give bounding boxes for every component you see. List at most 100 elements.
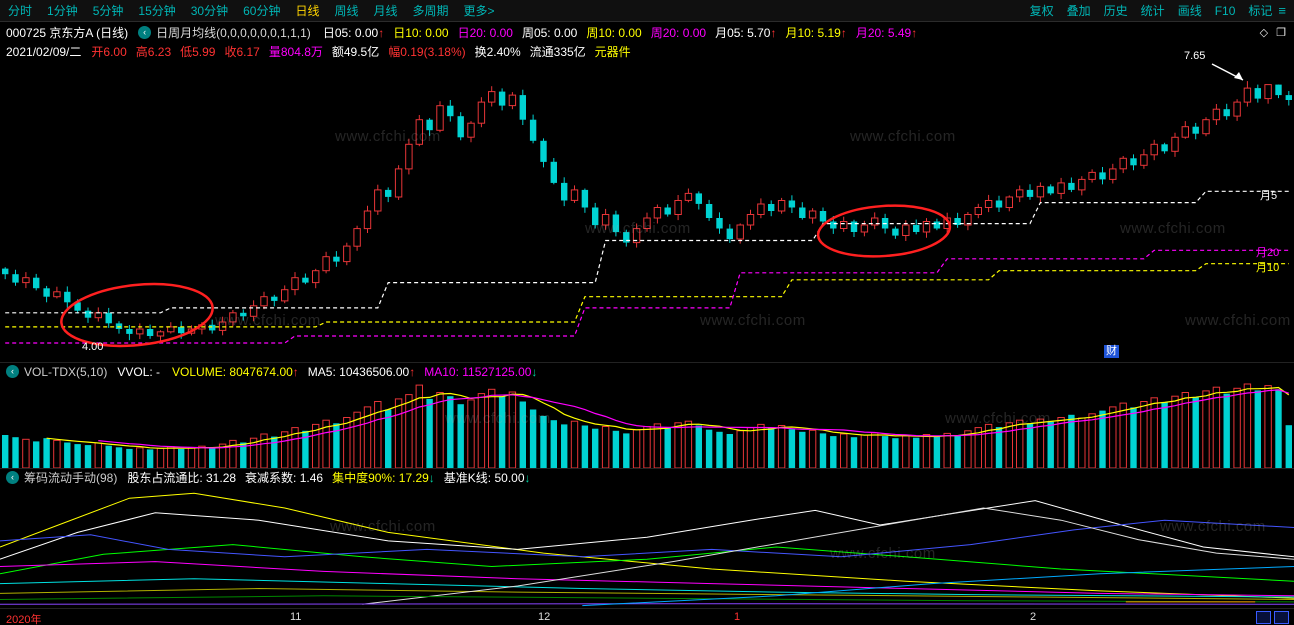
menubar: 分时 1分钟 5分钟 15分钟 30分钟 60分钟 日线 周线 月线 多周期 更多> 复权 叠加 历史统… bbox=[0, 0, 1294, 22]
menu-item-复权[interactable]: 复权 bbox=[1029, 4, 1054, 18]
chip-indicator-title: 筹码流动手动(98) bbox=[24, 471, 118, 485]
field: 周20: 0.00 bbox=[650, 25, 707, 40]
ma-tag-month20: 月20 bbox=[1256, 247, 1280, 259]
axis-label-2: 2 bbox=[1030, 611, 1037, 623]
field: MA5: 10436506.00↑ bbox=[307, 364, 416, 379]
field: 股东占流通比: 31.28 bbox=[127, 471, 237, 485]
field: 流通335亿 bbox=[529, 44, 586, 59]
field: 换2.40% bbox=[474, 44, 521, 59]
collapse-chip-icon[interactable]: ‹ bbox=[6, 471, 19, 484]
trend-arrow-icon: ↑ bbox=[378, 25, 385, 40]
collapse-main-indicator-icon[interactable]: ‹ bbox=[138, 25, 152, 39]
field: 周05: 0.00 bbox=[521, 25, 578, 40]
menu-item-1分钟[interactable]: 1分钟 bbox=[47, 4, 78, 18]
field: 月20: 5.49↑ bbox=[855, 25, 918, 40]
low-price-label: 4.00 bbox=[82, 341, 104, 353]
menu-item-月线[interactable]: 月线 bbox=[373, 4, 398, 18]
quote-fields: 开6.00 高6.23 低5.99 收6.17 量804.8万 额49.5亿 幅0.19(3… bbox=[91, 43, 639, 60]
field: 基准K线: 50.00↓ bbox=[443, 471, 531, 485]
axis-label-2020年: 2020年 bbox=[6, 614, 42, 625]
field: 高6.23 bbox=[135, 44, 172, 59]
volume-indicator-title: VOL-TDX(5,10) bbox=[24, 364, 108, 379]
menu-item-画线[interactable]: 画线 bbox=[1177, 4, 1202, 18]
menu-item-15分钟[interactable]: 15分钟 bbox=[138, 4, 176, 18]
panel-box-icon[interactable]: ❐ bbox=[1276, 26, 1286, 39]
field: 开6.00 bbox=[91, 44, 127, 59]
field: 额49.5亿 bbox=[331, 44, 380, 59]
price-chart-area[interactable] bbox=[0, 60, 1294, 362]
field: 日05: 0.00↑ bbox=[322, 25, 385, 40]
chip-chart-area[interactable] bbox=[0, 486, 1294, 608]
vvol-label: VVOL: - bbox=[117, 364, 161, 379]
menu-item-统计[interactable]: 统计 bbox=[1140, 4, 1165, 18]
ma-values: 日05: 0.00↑ 日10: 0.00 日20: 0.00 周05: 0.00 周10… bbox=[323, 24, 926, 41]
stock-code: 000725 bbox=[6, 25, 47, 40]
high-price-label: 7.65 bbox=[1184, 50, 1206, 62]
field: 周10: 0.00 bbox=[586, 25, 642, 40]
menu-item-5分钟[interactable]: 5分钟 bbox=[92, 4, 124, 18]
menu-item-F10[interactable]: F10 bbox=[1214, 3, 1236, 18]
candlestick-chart[interactable] bbox=[0, 60, 1294, 362]
field: 日10: 0.00 bbox=[393, 25, 449, 40]
trend-arrow-icon: ↑ bbox=[770, 25, 777, 40]
trend-arrow-icon: ↓ bbox=[531, 364, 538, 379]
menu-item-多周期[interactable]: 多周期 bbox=[412, 4, 449, 18]
field: 低5.99 bbox=[180, 44, 216, 59]
field: 日20: 0.00 bbox=[457, 25, 513, 40]
trend-arrow-icon: ↑ bbox=[911, 25, 918, 40]
chip-distribution-chart[interactable] bbox=[0, 486, 1294, 608]
zoom-in-button[interactable] bbox=[1274, 611, 1289, 624]
hamburger-menu-icon[interactable]: ≡ bbox=[1278, 3, 1286, 18]
volume-chart[interactable] bbox=[0, 380, 1294, 468]
field: 衰减系数: 1.46 bbox=[245, 471, 324, 485]
trend-arrow-icon: ↓ bbox=[524, 471, 531, 485]
menu-item-周线[interactable]: 周线 bbox=[334, 4, 359, 18]
tools-menu: 复权 叠加 历史 统计 画线 F10 标记 bbox=[1030, 2, 1273, 19]
collapse-volume-icon[interactable]: ‹ bbox=[6, 365, 19, 378]
trend-arrow-icon: ↓ bbox=[428, 471, 435, 485]
stock-name: 京东方A bbox=[49, 25, 93, 40]
field: 收6.17 bbox=[224, 44, 260, 59]
field: VOLUME: 8047674.00↑ bbox=[172, 364, 299, 379]
indicator-title: 日周月均线(0,0,0,0,0,0,1,1,1) bbox=[156, 25, 311, 40]
axis-label-1: 1 bbox=[734, 611, 741, 623]
trend-arrow-icon: ↑ bbox=[409, 364, 416, 379]
menu-item-30分钟[interactable]: 30分钟 bbox=[190, 4, 229, 18]
row-icons: ◇ ❐ bbox=[1260, 26, 1286, 39]
menu-item-更多>[interactable]: 更多> bbox=[463, 4, 495, 18]
volume-panel-header: ‹ VOL-TDX(5,10) VVOL: - VOLUME: 8047674.… bbox=[0, 362, 1294, 380]
stock-title: 000725 京东方A (日线) bbox=[6, 24, 128, 41]
trend-arrow-icon: ↑ bbox=[292, 364, 299, 379]
chip-panel-header: ‹ 筹码流动手动(98) 股东占流通比: 31.28 衰减系数: 1.46 集中度9… bbox=[0, 468, 1294, 486]
trade-date: 2021/02/09/二 bbox=[6, 44, 82, 59]
trend-arrow-icon: ↑ bbox=[840, 25, 847, 40]
news-marker[interactable]: 财 bbox=[1104, 345, 1119, 358]
field: MA10: 11527125.00↓ bbox=[424, 364, 538, 379]
menu-item-标记[interactable]: 标记 bbox=[1248, 4, 1273, 18]
period-label: (日线) bbox=[96, 25, 129, 40]
menu-item-60分钟[interactable]: 60分钟 bbox=[243, 4, 281, 18]
quote-info-row: 2021/02/09/二 开6.00 高6.23 低5.99 收6.17 量804.8万… bbox=[0, 42, 1294, 60]
volume-chart-area[interactable] bbox=[0, 380, 1294, 468]
axis-label-11: 11 bbox=[290, 611, 302, 623]
menu-item-日线[interactable]: 日线 bbox=[295, 4, 320, 18]
period-menu: 分时 1分钟 5分钟 15分钟 30分钟 60分钟 日线 周线 月线 多周期 更多> bbox=[8, 2, 1030, 19]
menu-item-分时[interactable]: 分时 bbox=[8, 4, 33, 18]
field: 幅0.19(3.18%) bbox=[388, 44, 466, 59]
diamond-icon[interactable]: ◇ bbox=[1259, 26, 1269, 39]
field: 集中度90%: 17.29↓ bbox=[332, 471, 435, 485]
ma-tag-month10: 月10 bbox=[1256, 262, 1280, 274]
field: 量804.8万 bbox=[268, 44, 323, 59]
axis-label-12: 12 bbox=[538, 611, 551, 623]
menu-item-叠加[interactable]: 叠加 bbox=[1066, 4, 1091, 18]
chip-fields: 股东占流通比: 31.28 衰减系数: 1.46 集中度90%: 17.29↓ 基准K… bbox=[127, 469, 539, 486]
field: 月05: 5.70↑ bbox=[715, 25, 777, 40]
zoom-out-button[interactable] bbox=[1256, 611, 1271, 624]
ma-tag-month5: 月5 bbox=[1260, 190, 1278, 202]
time-axis: 2020年 11 12 1 2 bbox=[0, 608, 1294, 625]
indicator-info-row: 000725 京东方A (日线) ‹ 日周月均线(0,0,0,0,0,0,1,1… bbox=[0, 22, 1294, 42]
field: 月10: 5.19↑ bbox=[785, 25, 847, 40]
menu-item-历史[interactable]: 历史 bbox=[1103, 4, 1128, 18]
field: 元器件 bbox=[594, 44, 631, 59]
